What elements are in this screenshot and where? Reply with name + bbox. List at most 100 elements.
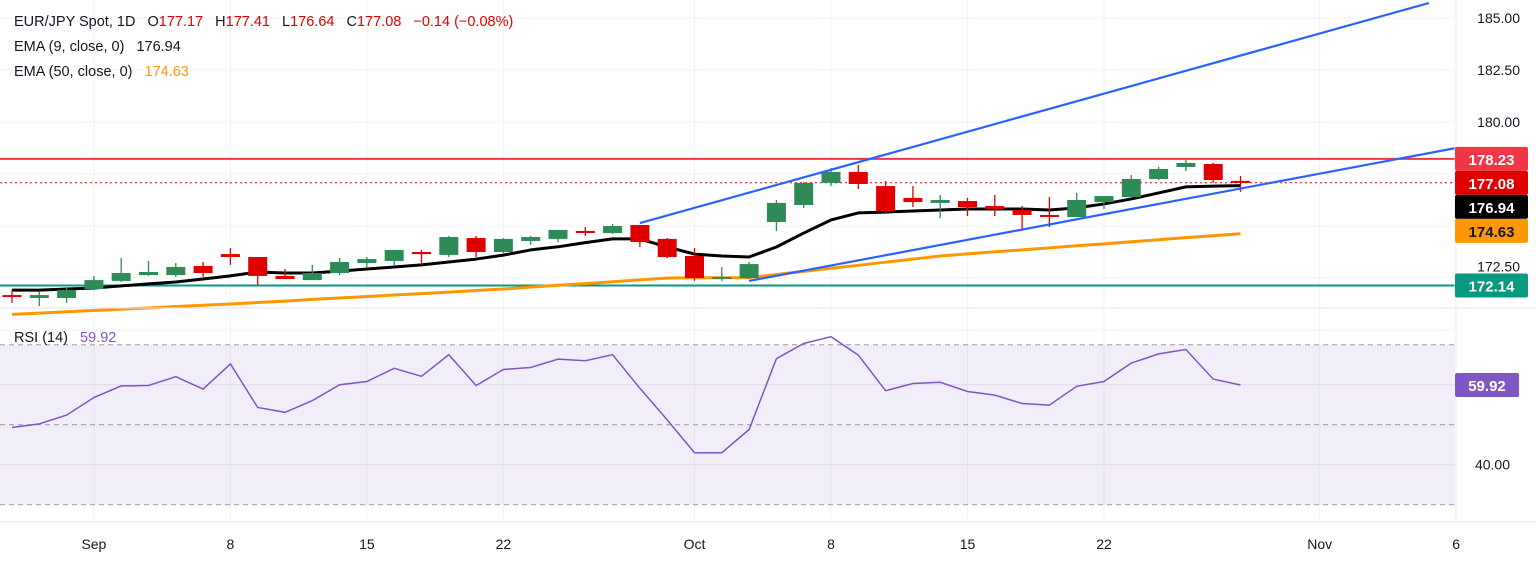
price-tick-label: 182.50	[1477, 62, 1520, 78]
candle-body	[302, 273, 322, 281]
rsi-line	[11, 335, 1241, 454]
candle-body	[821, 171, 841, 183]
candle-body	[958, 201, 977, 208]
time-tick-label: Sep	[81, 536, 106, 552]
candle-body	[466, 238, 486, 252]
candle-body	[1039, 214, 1059, 217]
low-label: L	[282, 14, 291, 30]
close-value: 177.08	[356, 14, 402, 30]
low-value: 176.64	[290, 14, 335, 30]
trendlines[interactable]	[639, 1, 1457, 282]
candle-body	[930, 200, 950, 203]
price-badges: 178.23 177.08 176.94 174.63 172.14 59.92	[1455, 146, 1528, 398]
symbol-title[interactable]: EUR/JPY Spot, 1D	[14, 14, 136, 30]
ema50-badge-label: 174.63	[1469, 224, 1515, 241]
close-label: C	[346, 14, 357, 30]
candle-body	[712, 276, 732, 279]
ema50-label: EMA (50, close, 0)	[14, 64, 133, 80]
legend-ema9[interactable]: EMA (9, close, 0) 176.94	[14, 38, 181, 56]
candle-body	[685, 255, 704, 278]
resistance-badge	[1455, 146, 1528, 171]
candle-body	[521, 237, 541, 241]
channel-upper-trendline	[639, 1, 1430, 225]
rsi-tick-label: 40.00	[1475, 457, 1510, 473]
last-price-badge	[1455, 170, 1528, 195]
legend-ema50[interactable]: EMA (50, close, 0) 174.63	[14, 63, 189, 81]
candle-body	[193, 265, 213, 274]
candle-body	[330, 261, 350, 274]
change-value: −0.14 (−0.08%)	[413, 14, 514, 30]
ema50-line	[11, 232, 1241, 316]
candle-body	[111, 273, 131, 281]
rsi-line-path	[11, 335, 1241, 454]
candle-body	[139, 271, 158, 276]
rsi-badge-label: 59.92	[1468, 378, 1506, 395]
ema-lines	[11, 184, 1241, 316]
candle-body	[1012, 209, 1032, 215]
ema9-value: 176.94	[136, 39, 181, 55]
candle-body	[1176, 162, 1196, 167]
candle-body	[220, 254, 240, 257]
candle-body	[412, 252, 431, 255]
ema9-badge	[1455, 194, 1528, 219]
price-axis[interactable]: 185.00 182.50 180.00 172.50 40.00	[1475, 10, 1520, 473]
candle-body	[439, 237, 459, 255]
candle-body	[29, 295, 49, 298]
time-tick-label: 6	[1452, 536, 1460, 552]
candle-body	[766, 202, 786, 223]
time-tick-label: 8	[827, 536, 835, 552]
candle-body	[903, 197, 923, 203]
time-tick-label: 22	[496, 536, 512, 552]
channel-lower-trendline	[748, 146, 1457, 282]
time-tick-label: Nov	[1307, 536, 1332, 552]
support-badge-label: 172.14	[1469, 278, 1516, 295]
candle-body	[876, 186, 896, 212]
candle-body	[848, 171, 868, 184]
candle-body	[1094, 196, 1114, 203]
candle-body	[1067, 200, 1087, 218]
candle-body	[1231, 180, 1250, 183]
candle-body	[384, 249, 404, 261]
candle-body	[357, 259, 377, 264]
candle-body	[603, 226, 623, 234]
time-tick-label: 15	[960, 536, 976, 552]
legend-ohlc: EUR/JPY Spot, 1D O177.17 H177.41 L176.64…	[14, 13, 513, 31]
candle-body	[630, 224, 650, 243]
time-tick-label: 8	[227, 536, 235, 552]
open-label: O	[147, 14, 159, 30]
last-price-badge-label: 177.08	[1469, 176, 1515, 193]
horizontal-lines	[0, 157, 1455, 287]
rsi-band-fill	[0, 344, 1455, 505]
candle-body	[575, 230, 595, 233]
candle-body	[739, 264, 759, 278]
time-tick-label: 22	[1096, 536, 1112, 552]
open-value: 177.17	[158, 14, 204, 30]
ema50-value: 174.63	[144, 64, 189, 80]
ema50-badge	[1455, 218, 1528, 243]
high-label: H	[215, 14, 226, 30]
resistance-badge-label: 178.23	[1469, 152, 1515, 169]
high-value: 177.41	[225, 14, 270, 30]
candle-body	[57, 290, 77, 298]
candle-body	[1203, 164, 1223, 181]
time-tick-label: Oct	[684, 536, 706, 552]
candle-body	[657, 238, 677, 257]
candle-body	[1149, 169, 1169, 179]
legend-rsi[interactable]: RSI (14) 59.92	[14, 329, 116, 347]
candle-body	[84, 280, 104, 290]
candle-body	[1121, 178, 1141, 198]
candle-body	[275, 275, 295, 280]
candle-body	[166, 266, 186, 276]
time-axis[interactable]: Sep 8 15 22 Oct 8 15 22 Nov 6	[0, 521, 1536, 552]
candle-body	[548, 229, 568, 239]
candle-body	[985, 206, 1005, 209]
price-tick-label: 180.00	[1477, 114, 1520, 130]
ema9-label: EMA (9, close, 0)	[14, 39, 125, 55]
price-tick-label: 172.50	[1477, 258, 1520, 274]
candles	[2, 160, 1250, 307]
ema9-badge-label: 176.94	[1469, 200, 1516, 217]
candle-body	[248, 256, 268, 276]
ema9-line	[12, 184, 1241, 292]
candle-body	[2, 295, 22, 298]
